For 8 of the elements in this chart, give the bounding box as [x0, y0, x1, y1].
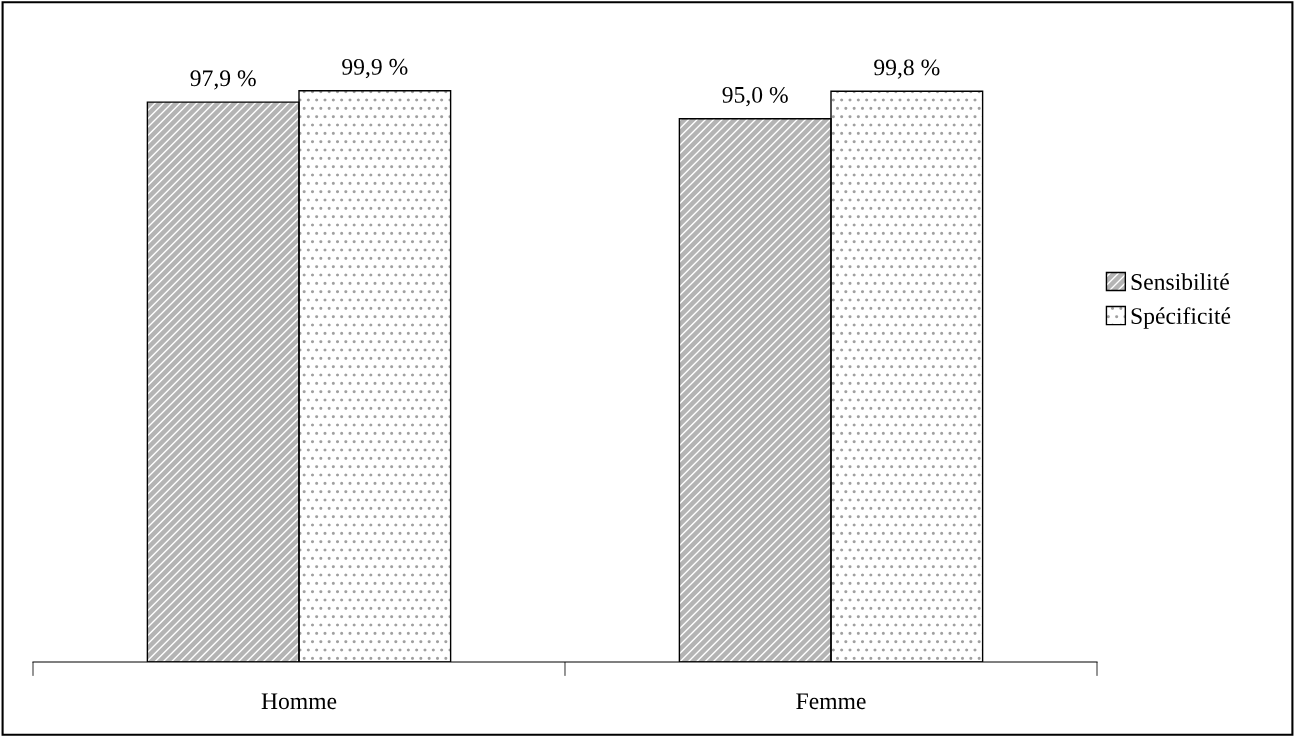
- legend-label: Sensibilité: [1131, 273, 1229, 290]
- data-label: 97,9 %: [190, 70, 256, 90]
- legend-label: Spécificité: [1131, 307, 1231, 329]
- x-tick-label: Femme: [796, 693, 866, 710]
- data-label: 95,0 %: [722, 86, 788, 107]
- x-tick-label: Homme: [261, 693, 337, 710]
- data-label: 99,9 %: [342, 58, 408, 79]
- data-label: 99,8 %: [874, 59, 940, 79]
